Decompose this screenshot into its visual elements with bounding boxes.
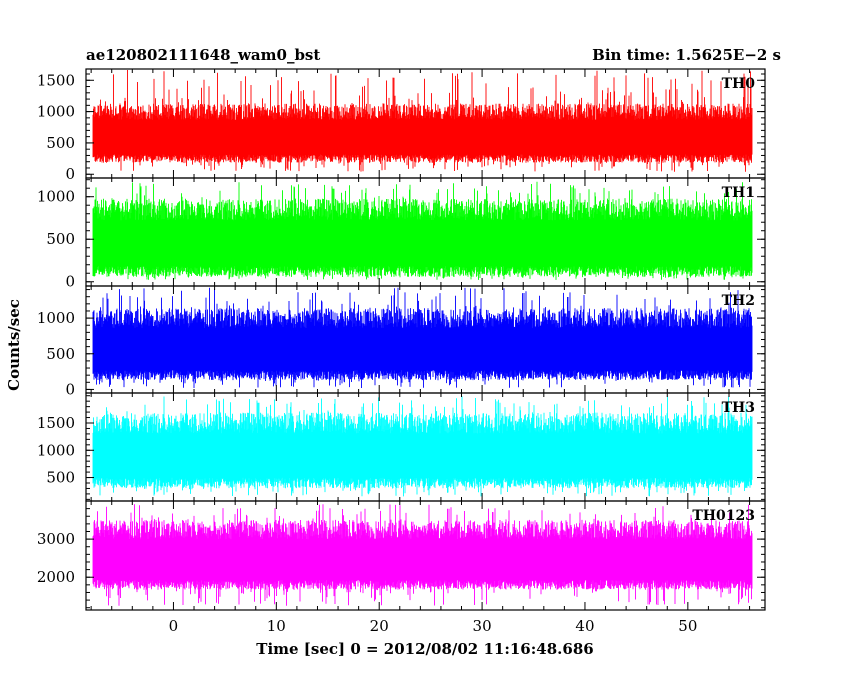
x-tick-label: 50	[678, 617, 697, 635]
y-tick-label: 1500	[37, 71, 75, 89]
series-th3	[92, 396, 753, 497]
chart-title: ae120802111648_wam0_bst	[86, 46, 320, 64]
y-tick-label: 1500	[37, 414, 75, 432]
panel-label: TH0	[722, 76, 756, 92]
series-th0	[92, 70, 753, 172]
panel-th2: 0 500 1000 TH2	[37, 285, 766, 398]
x-tick-label: 10	[267, 617, 286, 635]
panel-label: TH3	[722, 400, 755, 416]
series-th0123	[92, 504, 753, 606]
x-tick-label: 20	[370, 617, 389, 635]
y-tick-label: 1000	[37, 188, 75, 206]
y-tick-label: 0	[65, 273, 75, 291]
panel-th3: 500 1000 1500 TH3	[37, 392, 766, 502]
panel-label: TH1	[722, 185, 755, 201]
panel-th0: 0 500 1000 1500 TH0	[37, 68, 766, 183]
panel-th0123: 2000 3000 TH0123	[37, 500, 766, 611]
panel-label: TH0123	[692, 508, 755, 524]
bin-time-label: Bin time: 1.5625E−2 s	[592, 46, 781, 64]
x-axis-label: Time [sec] 0 = 2012/08/02 11:16:48.686	[256, 640, 593, 658]
x-tick-label: 0	[169, 617, 179, 635]
panel-frame	[85, 500, 766, 611]
series-th2	[92, 287, 753, 388]
y-tick-label: 1000	[37, 441, 75, 459]
x-tick-label: 40	[575, 617, 594, 635]
x-tick-label: 30	[473, 617, 492, 635]
y-tick-label: 3000	[37, 530, 75, 548]
y-tick-label: 1000	[37, 309, 75, 327]
y-tick-label: 2000	[37, 568, 75, 586]
y-tick-label: 500	[46, 469, 75, 487]
y-axis-label: Counts/sec	[5, 299, 23, 391]
panel-th1: 0 500 1000 TH1	[37, 177, 766, 291]
y-tick-label: 0	[65, 380, 75, 398]
y-tick-label: 500	[46, 345, 75, 363]
y-tick-label: 1000	[37, 103, 75, 121]
y-tick-label: 500	[46, 134, 75, 152]
x-axis: 0 10 20 30 40 50	[169, 617, 698, 635]
y-tick-label: 0	[65, 165, 75, 183]
y-tick-label: 500	[46, 230, 75, 248]
panels: 0 500 1000 1500 TH0 0 500 1000 TH1 0 500 1000 TH2 500…	[37, 68, 766, 611]
panel-label: TH2	[722, 293, 755, 309]
series-th1	[92, 181, 753, 280]
